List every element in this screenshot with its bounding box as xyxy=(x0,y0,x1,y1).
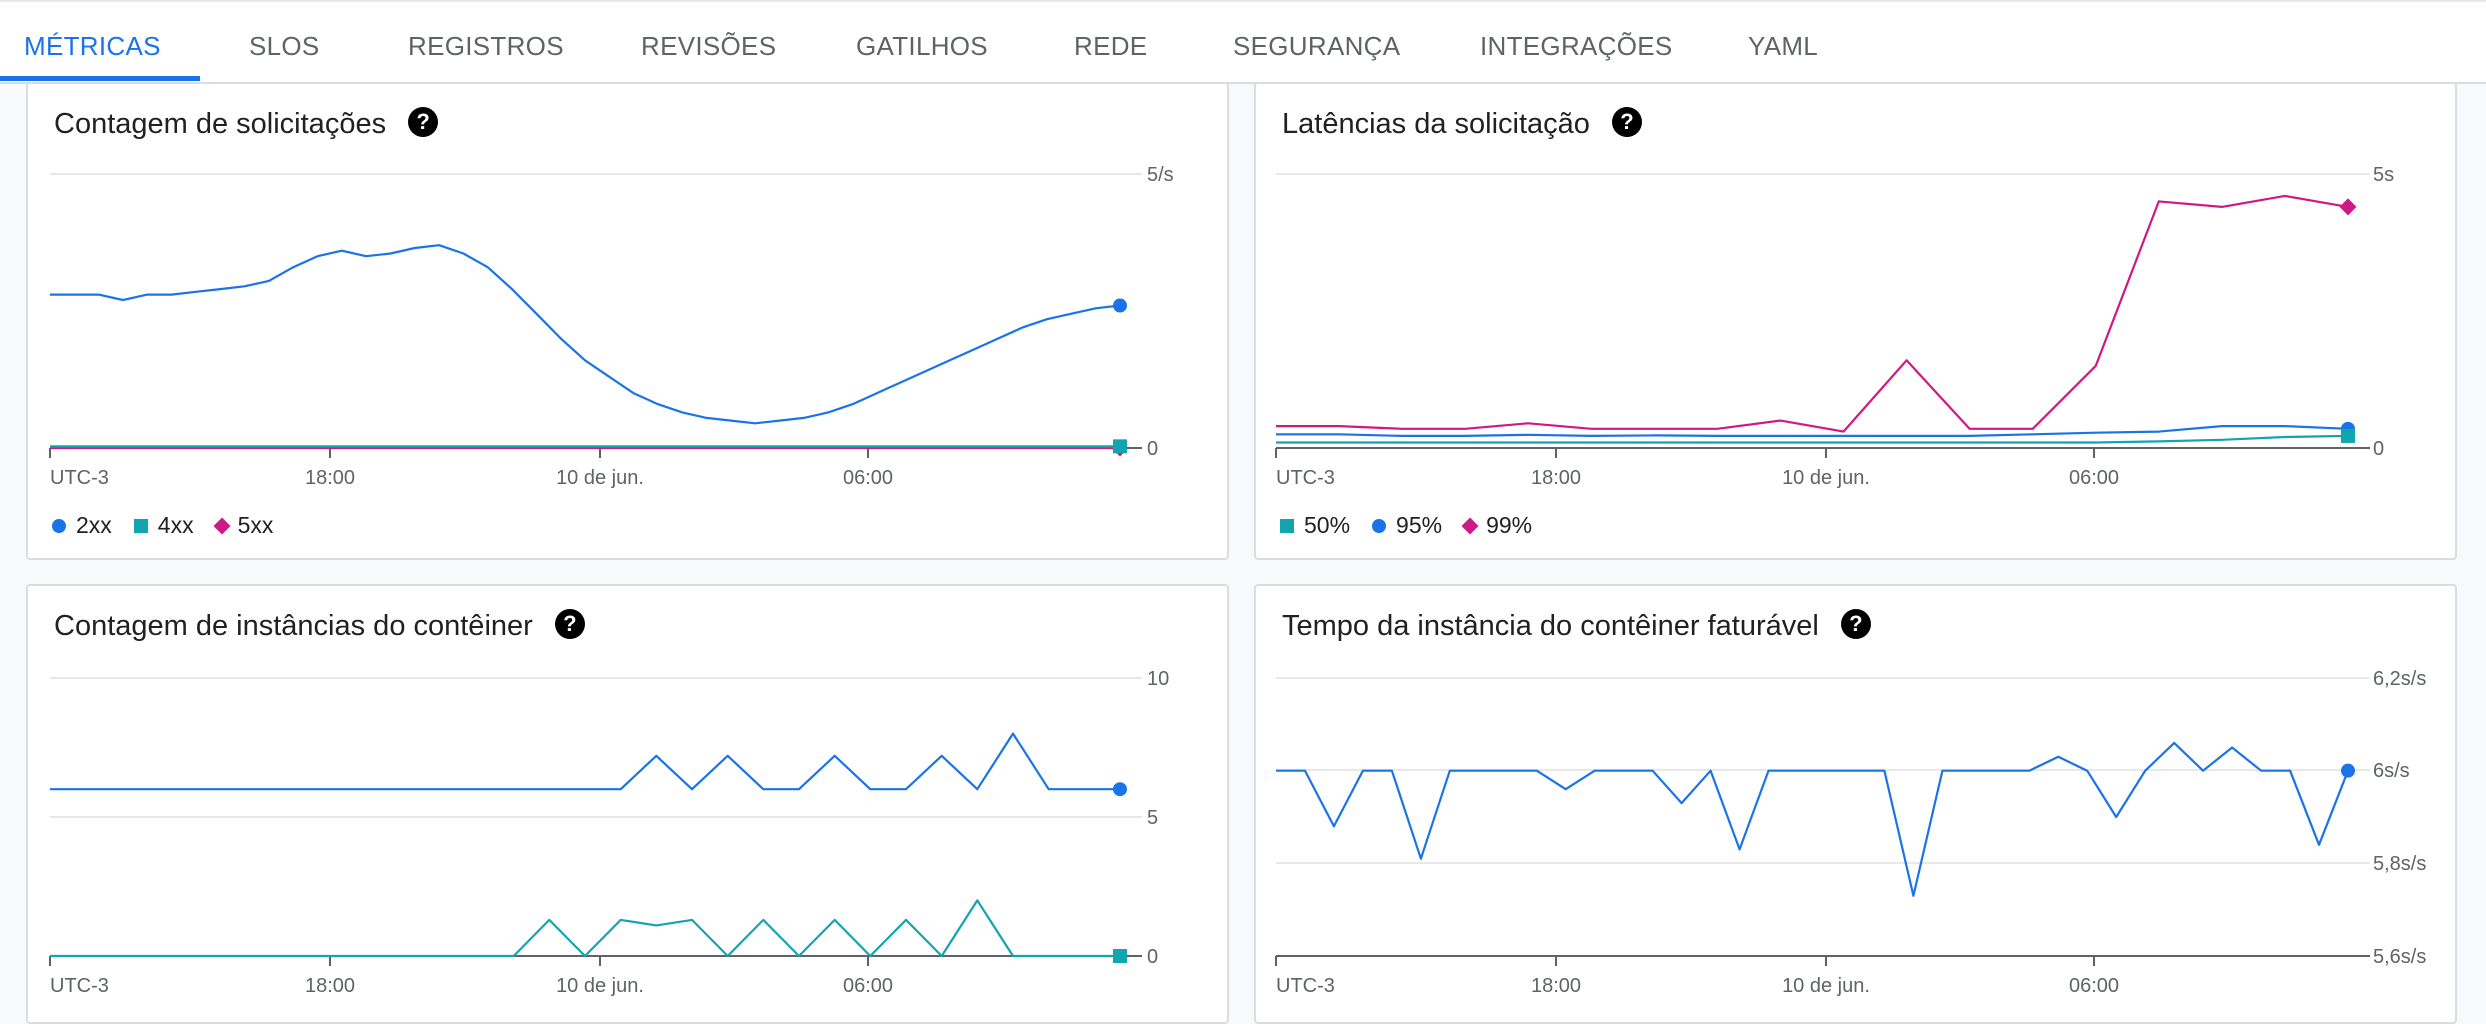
billable-chart: UTC-3 18:00 10 de jun. 06:00 6,2s/s 6s/s 5,8s/… xyxy=(1275,668,2426,997)
x-tick-label: 06:00 xyxy=(2069,467,2119,489)
chart-legend: 2xx 4xx 5xx xyxy=(52,512,273,539)
x-tick-label: 18:00 xyxy=(305,975,355,997)
dot-icon xyxy=(52,518,66,533)
series-end-marker xyxy=(1113,298,1127,313)
requests-chart: UTC-3 18:00 10 de jun. 06:00 5/s 0 xyxy=(49,164,1174,489)
x-tick-label: 10 de jun. xyxy=(556,975,644,997)
instances-panel: Contagem de instâncias do contêiner? UTC… xyxy=(26,584,1229,1024)
series-end-marker xyxy=(1113,439,1127,454)
series-line xyxy=(1276,425,2349,437)
help-icon[interactable]: ? xyxy=(1840,609,1871,640)
tab-metricas[interactable]: MÉTRICAS xyxy=(24,31,161,61)
latency-panel: Latências da solicitação? UTC-3 18:00 10 d… xyxy=(1254,82,2457,560)
square-icon xyxy=(1280,518,1294,533)
series-line xyxy=(50,899,1120,958)
legend-item-2xx[interactable]: 2xx xyxy=(52,512,112,539)
x-tick-label: 18:00 xyxy=(1531,467,1581,489)
y-tick-label: 5/s xyxy=(1147,164,1174,186)
tab-slos[interactable]: SLOS xyxy=(249,31,320,61)
legend-item-4xx[interactable]: 4xx xyxy=(133,512,194,539)
tab-revisoes[interactable]: REVISÕES xyxy=(641,31,777,61)
x-tick-label: 06:00 xyxy=(843,975,893,997)
requests-panel: Contagem de solicitações? UTC-3 18:00 10 d… xyxy=(26,82,1229,560)
x-tick-label: 10 de jun. xyxy=(556,467,644,489)
tab-registros[interactable]: REGISTROS xyxy=(408,31,564,61)
series-end-marker xyxy=(2341,428,2355,443)
series-line xyxy=(1276,434,2349,444)
panel-title: Tempo da instância do contêiner faturáve… xyxy=(1282,609,1871,643)
chart-legend: 50% 95% 99% xyxy=(1280,512,1532,539)
latency-chart: UTC-3 18:00 10 de jun. 06:00 5s 0 xyxy=(1275,164,2394,489)
y-tick-label: 10 xyxy=(1147,668,1169,690)
y-tick-label: 0 xyxy=(1147,946,1158,968)
x-tick-label: 06:00 xyxy=(843,467,893,489)
legend-item-50[interactable]: 50% xyxy=(1280,512,1350,539)
series-end-marker xyxy=(1113,782,1127,797)
series-line xyxy=(1276,741,2350,897)
active-tab-indicator xyxy=(0,76,200,81)
x-tick-label: UTC-3 xyxy=(50,975,109,997)
instances-chart: UTC-3 18:00 10 de jun. 06:00 10 5 0 xyxy=(49,668,1169,997)
x-tick-label: 18:00 xyxy=(305,467,355,489)
y-tick-label: 5,8s/s xyxy=(2373,853,2426,875)
x-tick-label: UTC-3 xyxy=(50,467,109,489)
x-tick-label: 10 de jun. xyxy=(1782,467,1870,489)
tab-seguranca[interactable]: SEGURANÇA xyxy=(1233,31,1401,61)
x-tick-label: UTC-3 xyxy=(1276,975,1335,997)
panel-title: Latências da solicitação? xyxy=(1282,107,1642,141)
y-tick-label: 6,2s/s xyxy=(2373,668,2426,690)
tab-gatilhos[interactable]: GATILHOS xyxy=(856,31,988,61)
series-line xyxy=(50,732,1120,791)
billable-panel: Tempo da instância do contêiner faturáve… xyxy=(1254,584,2457,1024)
diamond-icon xyxy=(1461,517,1479,534)
y-tick-label: 6s/s xyxy=(2373,760,2410,782)
x-tick-label: UTC-3 xyxy=(1276,467,1335,489)
y-tick-label: 5,6s/s xyxy=(2373,946,2426,968)
panel-title: Contagem de solicitações? xyxy=(54,107,439,141)
panel-title: Contagem de instâncias do contêiner? xyxy=(54,609,585,643)
legend-item-99[interactable]: 99% xyxy=(1461,512,1532,539)
y-tick-label: 5s xyxy=(2373,164,2394,186)
y-tick-label: 0 xyxy=(1147,438,1158,460)
diamond-icon xyxy=(213,517,231,534)
help-icon[interactable]: ? xyxy=(1611,107,1642,138)
series-end-marker xyxy=(2339,198,2357,216)
dot-icon xyxy=(1372,518,1387,533)
legend-item-5xx[interactable]: 5xx xyxy=(213,512,273,539)
tab-integracoes[interactable]: INTEGRAÇÕES xyxy=(1480,31,1673,61)
tab-rede[interactable]: REDE xyxy=(1074,31,1148,61)
square-icon xyxy=(133,518,148,533)
series-end-marker xyxy=(1113,949,1127,963)
series-line xyxy=(1276,194,2349,433)
help-icon[interactable]: ? xyxy=(554,609,585,640)
y-tick-label: 0 xyxy=(2373,438,2384,460)
series-line xyxy=(50,244,1121,425)
y-tick-label: 5 xyxy=(1147,807,1158,829)
tab-yaml[interactable]: YAML xyxy=(1748,31,1819,61)
x-tick-label: 10 de jun. xyxy=(1782,975,1870,997)
help-icon[interactable]: ? xyxy=(408,107,439,138)
x-tick-label: 18:00 xyxy=(1531,975,1581,997)
tab-bar: MÉTRICAS SLOS REGISTROS REVISÕES GATILHO… xyxy=(0,0,2486,84)
legend-item-95[interactable]: 95% xyxy=(1372,512,1442,539)
series-end-marker xyxy=(2341,763,2355,778)
x-tick-label: 06:00 xyxy=(2069,975,2119,997)
